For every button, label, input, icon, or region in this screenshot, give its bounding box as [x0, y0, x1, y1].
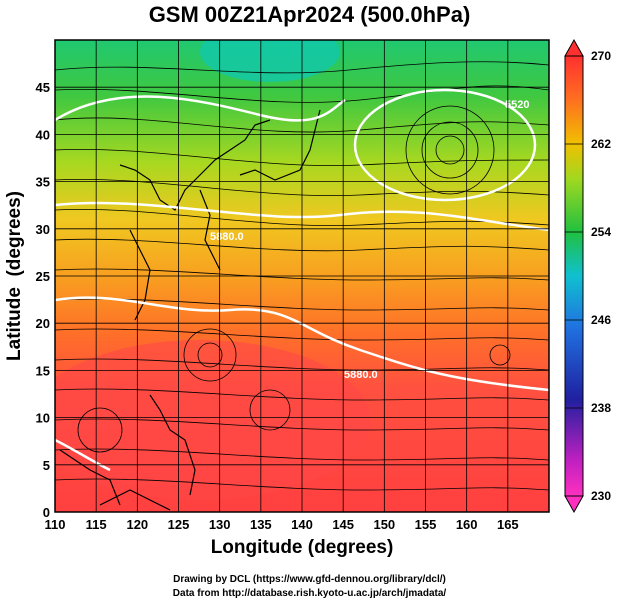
y-tick-label: 20 — [36, 316, 50, 331]
x-tick-label: 130 — [209, 517, 231, 532]
x-tick-label: 120 — [126, 517, 148, 532]
x-tick-label: 160 — [456, 517, 478, 532]
y-tick-label: 10 — [36, 411, 50, 426]
x-axis-label: Longitude (degrees) — [211, 537, 394, 558]
y-tick-label: 0 — [43, 505, 50, 520]
y-tick-label: 40 — [36, 127, 50, 142]
y-tick-label: 25 — [36, 269, 50, 284]
contour-label: 5520 — [505, 99, 529, 111]
warm-patch — [55, 340, 370, 500]
colorbar-tick-label: 270 — [591, 49, 611, 63]
x-tick-label: 115 — [86, 517, 107, 532]
colorbar-tick-label: 246 — [591, 313, 611, 327]
x-tick-label: 140 — [291, 517, 313, 532]
y-tick-label: 5 — [43, 458, 50, 473]
colorbar-tick-label: 230 — [591, 489, 611, 503]
colorbar — [564, 55, 584, 497]
x-tick-label: 165 — [497, 517, 519, 532]
credit-line-2: Data from http://database.rish.kyoto-u.a… — [172, 588, 447, 599]
colorbar-tick-label: 262 — [591, 137, 611, 151]
x-tick-label: 150 — [373, 517, 395, 532]
colorbar-tick-label: 254 — [591, 225, 611, 239]
y-axis-label: Latitude (degrees) — [4, 191, 25, 361]
y-tick-label: 30 — [36, 222, 50, 237]
colorbar-tick-label: 238 — [591, 401, 611, 415]
height-contours — [55, 88, 549, 472]
x-tick-label: 125 — [168, 517, 190, 532]
x-tick-labels: 110 115 120 125 130 135 140 145 150 155 160 165 — [45, 517, 519, 532]
x-tick-label: 145 — [332, 517, 354, 532]
y-tick-label: 35 — [36, 175, 50, 190]
x-tick-label: 135 — [250, 517, 272, 532]
y-tick-label: 15 — [36, 363, 50, 378]
x-tick-label: 110 — [45, 517, 66, 532]
colorbar-bottom-arrow — [564, 495, 584, 514]
contour-label: 5880.0 — [344, 369, 378, 381]
colorbar-tick-labels: 230 238 246 254 262 270 — [565, 49, 611, 503]
y-tick-label: 45 — [36, 80, 50, 95]
credit-line-1: Drawing by DCL (https://www.gfd-dennou.o… — [173, 574, 446, 585]
y-tick-labels: 0 5 10 15 20 25 30 35 40 45 — [36, 80, 50, 520]
contour-label: 5880.0 — [210, 231, 244, 243]
colorbar-top-arrow — [564, 38, 584, 57]
plot-frame — [54, 39, 550, 513]
chart-title: GSM 00Z21Apr2024 (500.0hPa) — [148, 2, 471, 27]
x-tick-label: 155 — [415, 517, 437, 532]
